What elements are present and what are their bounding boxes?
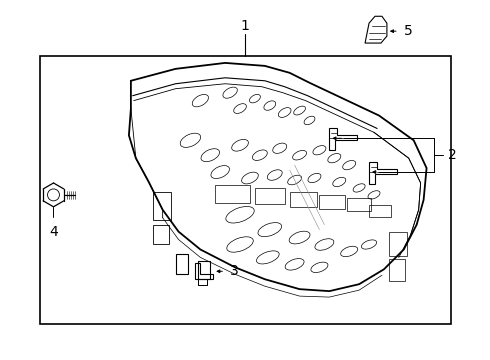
Bar (40, 56, 451, 324)
Bar (153, 192, 171, 220)
Bar (153, 225, 169, 244)
Text: 2: 2 (448, 148, 457, 162)
Text: 5: 5 (404, 24, 413, 38)
Text: 3: 3 (230, 264, 239, 278)
Bar (290, 192, 318, 207)
Bar (215, 185, 250, 203)
Bar (389, 231, 407, 256)
Bar (347, 198, 371, 211)
Text: 4: 4 (49, 225, 58, 239)
Bar (389, 260, 405, 281)
Bar (255, 188, 285, 204)
Bar (319, 195, 345, 209)
Bar (369, 205, 391, 217)
Text: 1: 1 (241, 19, 249, 33)
